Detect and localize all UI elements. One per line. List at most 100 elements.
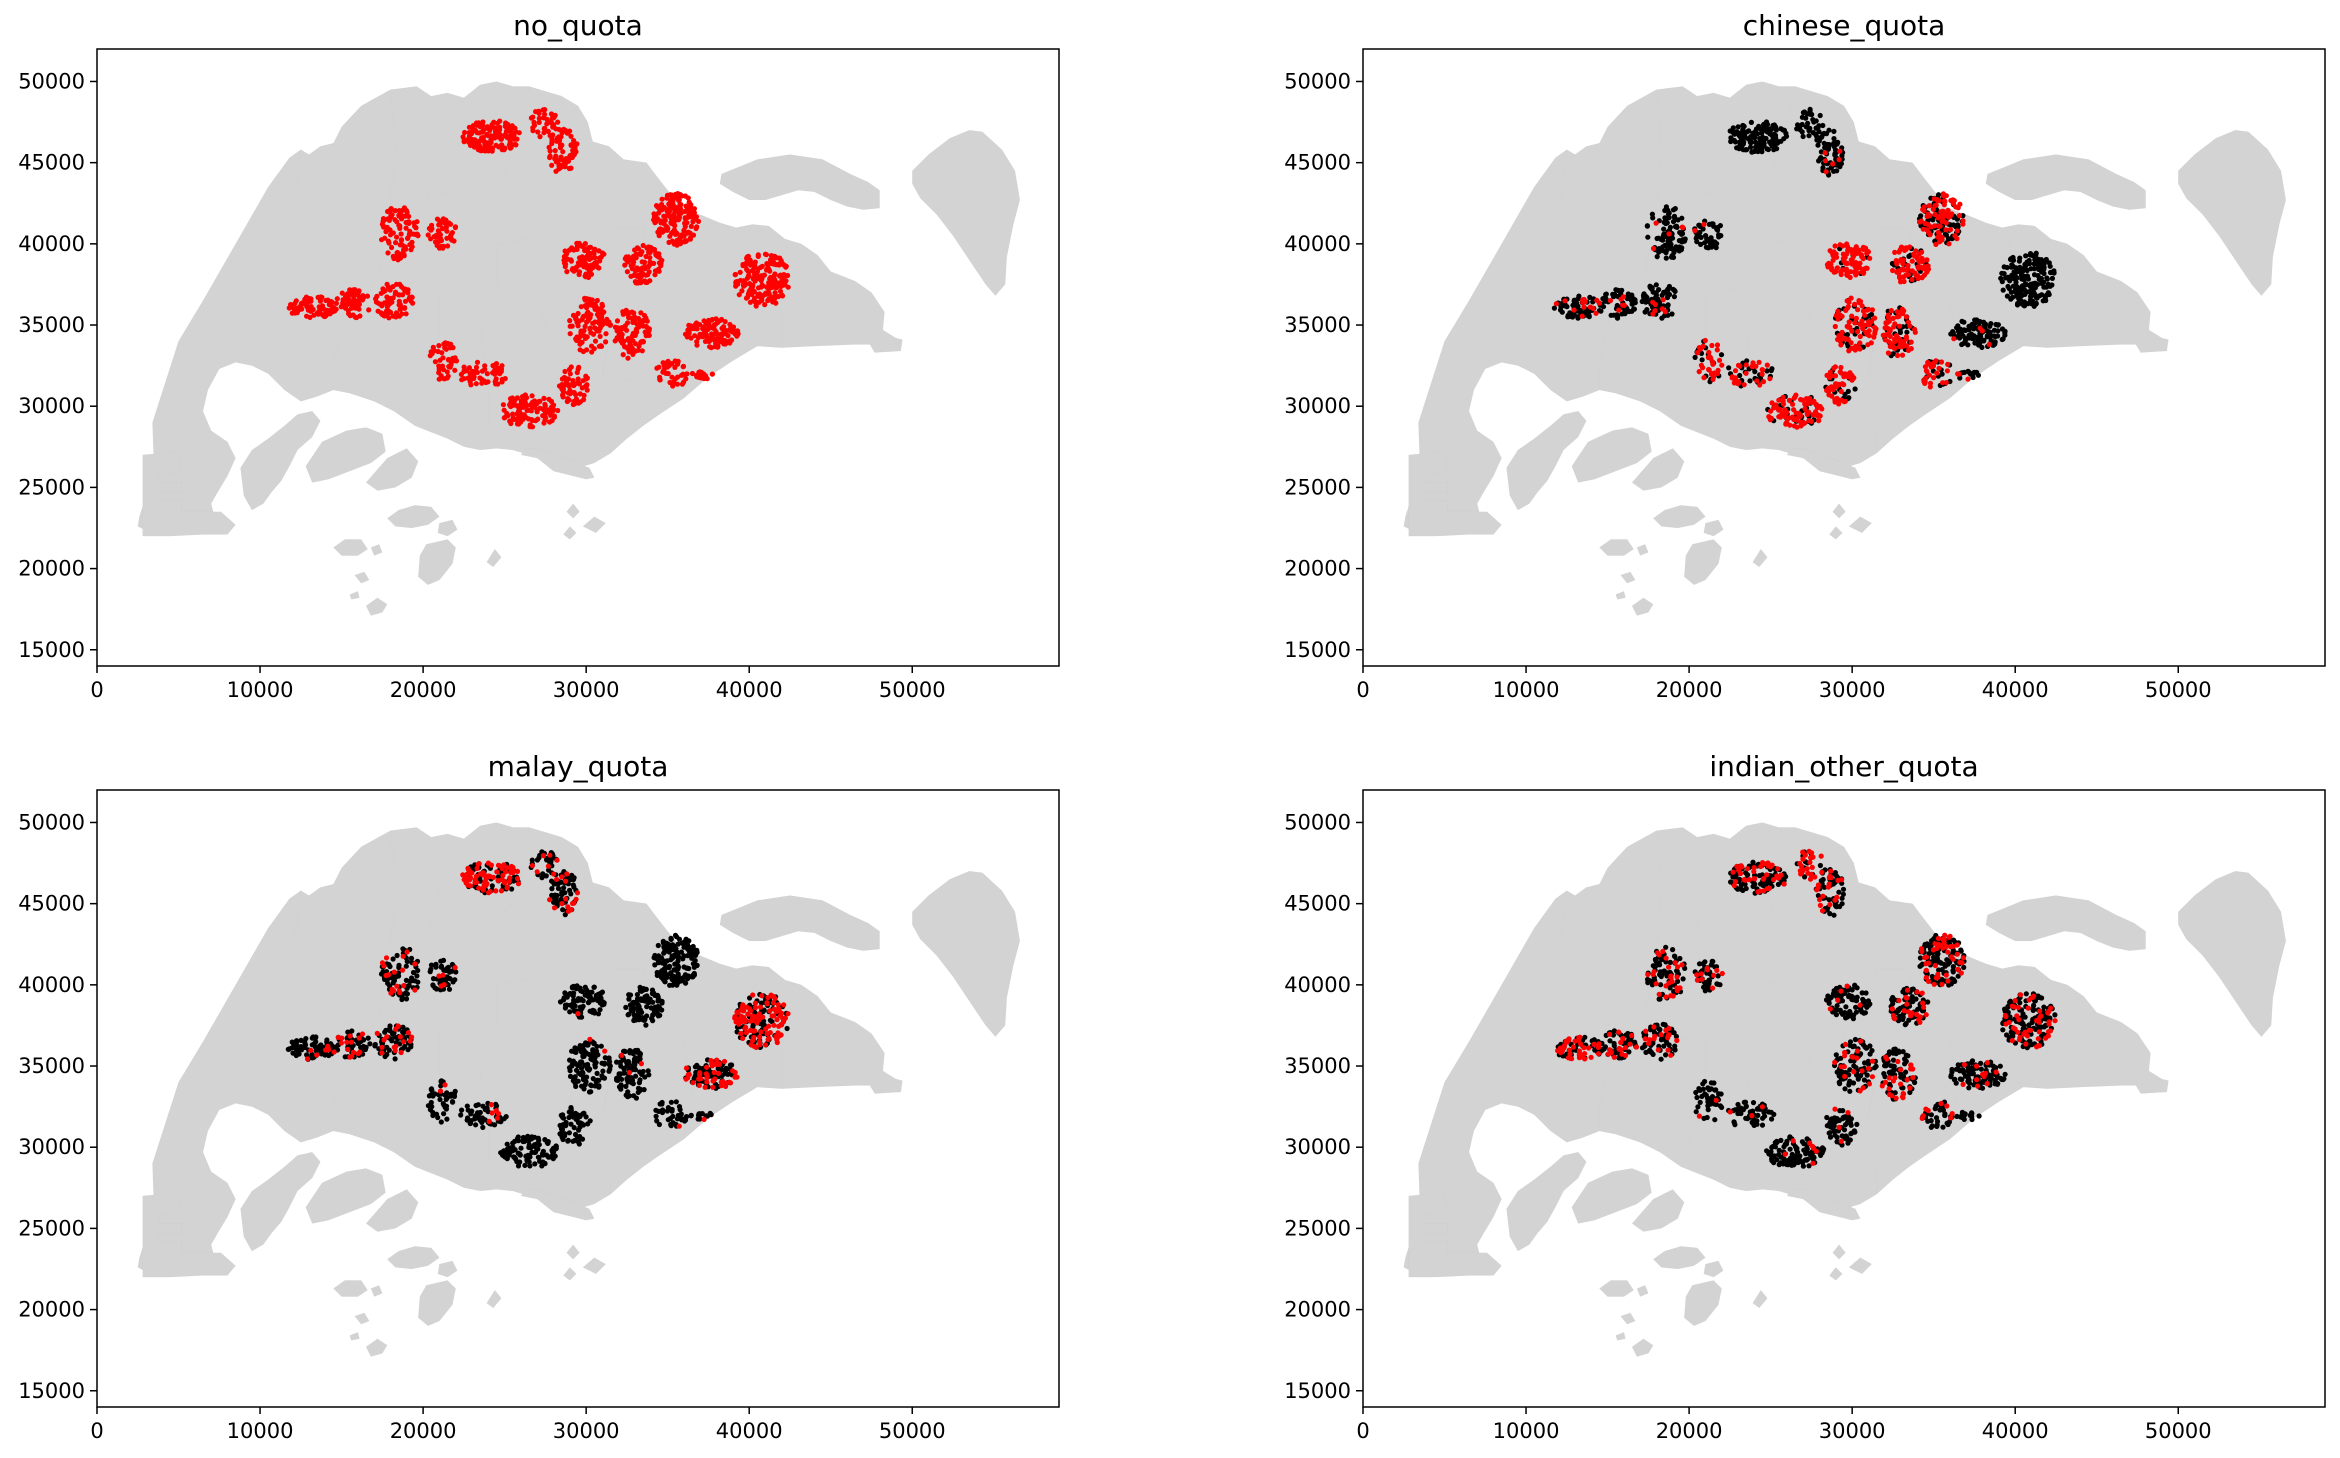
flat-point bbox=[396, 964, 402, 971]
flat-point bbox=[2002, 328, 2008, 334]
flat-point bbox=[1818, 135, 1824, 141]
flat-point bbox=[1647, 284, 1653, 291]
flat-point bbox=[542, 411, 548, 417]
flat-point bbox=[1885, 350, 1891, 356]
flat-point bbox=[1706, 349, 1712, 355]
flat-point bbox=[1890, 315, 1896, 321]
flat-point bbox=[308, 298, 314, 304]
flat-point bbox=[1863, 265, 1869, 271]
flat-point bbox=[1903, 334, 1909, 340]
flat-point bbox=[1904, 267, 1910, 273]
flat-point bbox=[628, 263, 634, 269]
flat-point bbox=[567, 128, 573, 134]
flat-point bbox=[571, 247, 577, 253]
flat-point bbox=[557, 142, 564, 148]
flat-point bbox=[570, 378, 576, 384]
flat-point bbox=[500, 402, 506, 408]
flat-point bbox=[1653, 220, 1659, 226]
flat-point bbox=[1654, 235, 1660, 242]
flat-point bbox=[1892, 321, 1898, 327]
flat-point bbox=[1832, 373, 1839, 379]
flat-point bbox=[674, 381, 681, 387]
flat-point bbox=[1939, 234, 1945, 241]
flat-point bbox=[753, 303, 759, 309]
flat-point bbox=[472, 127, 478, 133]
flat-point bbox=[591, 1040, 597, 1046]
flat-point bbox=[2039, 292, 2045, 298]
flat-point bbox=[567, 1073, 574, 1079]
flat-point bbox=[2018, 272, 2024, 278]
flat-point bbox=[686, 199, 692, 205]
flat-point bbox=[484, 371, 490, 377]
flat-point bbox=[326, 311, 332, 317]
flat-point bbox=[567, 1009, 573, 1015]
flat-point bbox=[592, 255, 598, 261]
flat-point bbox=[545, 1140, 551, 1146]
y-tick-label: 45000 bbox=[1284, 151, 1351, 175]
flat-point bbox=[1845, 304, 1851, 310]
flat-point bbox=[606, 1068, 612, 1074]
flat-point bbox=[561, 996, 567, 1003]
flat-point bbox=[636, 1017, 642, 1023]
flat-point bbox=[1817, 413, 1823, 419]
flat-point bbox=[636, 343, 642, 349]
flat-point bbox=[1716, 357, 1723, 363]
flat-point bbox=[461, 368, 467, 374]
flat-point bbox=[576, 364, 582, 370]
flat-point bbox=[1735, 362, 1742, 368]
flat-point bbox=[529, 393, 535, 399]
flat-point bbox=[403, 225, 409, 231]
flat-point bbox=[498, 1150, 504, 1156]
flat-point bbox=[321, 306, 327, 312]
flat-point bbox=[1696, 369, 1702, 375]
flat-point bbox=[1937, 223, 1943, 229]
flat-point bbox=[654, 969, 660, 976]
flat-point bbox=[612, 338, 618, 344]
flat-point bbox=[2028, 281, 2034, 287]
flat-point bbox=[759, 1000, 765, 1006]
flat-point bbox=[656, 1121, 663, 1128]
flat-point bbox=[553, 159, 559, 165]
flat-point bbox=[460, 134, 466, 140]
flat-point bbox=[1759, 149, 1765, 155]
flat-point bbox=[600, 1068, 606, 1074]
flat-point bbox=[2023, 253, 2029, 259]
flat-point bbox=[1759, 144, 1765, 150]
flat-point bbox=[622, 256, 628, 262]
flat-point bbox=[1853, 251, 1859, 257]
flat-point bbox=[392, 1056, 398, 1062]
flat-point bbox=[783, 264, 789, 270]
flat-point bbox=[1836, 313, 1842, 319]
flat-point bbox=[1741, 382, 1747, 388]
flat-point bbox=[1849, 377, 1855, 383]
flat-point bbox=[1818, 155, 1824, 161]
flat-point bbox=[334, 296, 340, 302]
flat-point bbox=[342, 296, 348, 302]
flat-point bbox=[389, 975, 395, 981]
flat-point bbox=[1842, 371, 1848, 377]
flat-point bbox=[356, 306, 362, 312]
flat-point bbox=[1759, 371, 1765, 377]
flat-point bbox=[544, 116, 550, 122]
flat-point bbox=[1915, 273, 1921, 279]
flat-point bbox=[1919, 274, 1925, 280]
flat-point bbox=[1832, 243, 1838, 249]
flat-point bbox=[428, 962, 435, 968]
flat-point bbox=[541, 420, 547, 426]
flat-point bbox=[2039, 261, 2045, 267]
x-tick-label: 10000 bbox=[1493, 678, 1560, 702]
flat-point bbox=[514, 395, 521, 401]
flat-point bbox=[1892, 249, 1898, 255]
flat-point bbox=[382, 1029, 388, 1035]
flat-point bbox=[553, 168, 559, 174]
flat-point bbox=[528, 115, 535, 121]
flat-point bbox=[682, 980, 688, 986]
flat-point bbox=[465, 1115, 471, 1121]
flat-point bbox=[669, 192, 675, 198]
flat-point bbox=[1719, 362, 1725, 368]
flat-point bbox=[706, 317, 712, 323]
flat-point bbox=[1922, 364, 1928, 370]
flat-point bbox=[565, 390, 572, 396]
flat-point bbox=[684, 230, 690, 236]
flat-point bbox=[657, 374, 663, 380]
